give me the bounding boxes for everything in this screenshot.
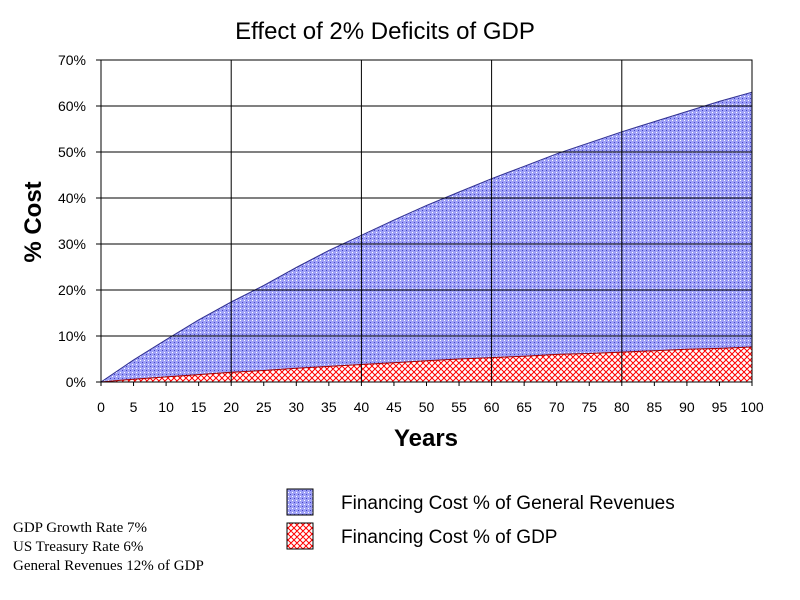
- x-tick-label: 45: [386, 399, 402, 415]
- y-tick-label: 60%: [58, 98, 86, 114]
- y-tick-label: 10%: [58, 328, 86, 344]
- legend: Financing Cost % of General Revenues Fin…: [286, 488, 675, 550]
- y-tick-label: 70%: [58, 52, 86, 68]
- area-gdp: [101, 347, 752, 382]
- plot-area: [100, 60, 753, 383]
- x-tick-label: 35: [321, 399, 337, 415]
- x-tick-label: 0: [97, 399, 105, 415]
- x-tick-label: 5: [130, 399, 138, 415]
- x-tick-label: 95: [712, 399, 728, 415]
- y-tick-label: 0%: [66, 374, 86, 390]
- area-general-revenues: [101, 92, 752, 382]
- x-tick-label: 50: [419, 399, 435, 415]
- x-tick-label: 90: [679, 399, 695, 415]
- x-tick-label: 75: [581, 399, 597, 415]
- legend-label-gdp: Financing Cost % of GDP: [341, 527, 557, 548]
- x-tick-label: 10: [158, 399, 174, 415]
- area-gdp-edge: [100, 346, 753, 383]
- x-tick-label: 30: [289, 399, 305, 415]
- gridlines: [96, 59, 753, 386]
- legend-swatch-gdp: [286, 522, 314, 550]
- y-tick-label: 40%: [58, 190, 86, 206]
- x-tick-label: 60: [484, 399, 500, 415]
- x-tick-label: 55: [451, 399, 467, 415]
- y-tick-label: 20%: [58, 282, 86, 298]
- note-treasury-rate: US Treasury Rate 6%: [13, 539, 144, 555]
- note-general-revenues: General Revenues 12% of GDP: [13, 558, 204, 574]
- y-tick-label: 50%: [58, 144, 86, 160]
- x-tick-label: 85: [647, 399, 663, 415]
- x-tick-label: 65: [516, 399, 532, 415]
- x-tick-label: 40: [354, 399, 370, 415]
- x-tick-label: 100: [740, 399, 764, 415]
- x-tick-label: 20: [223, 399, 239, 415]
- legend-label-general-revenues: Financing Cost % of General Revenues: [341, 493, 675, 514]
- legend-swatch-general-revenues: [286, 488, 314, 516]
- x-axis-ticks: 0 5 10 15 20 25 30 35 40 45 50 55 60 65 70 75 80 85 90 95 10…: [97, 399, 764, 415]
- y-axis-title: % Cost: [20, 181, 47, 262]
- y-axis-ticks: 0% 10% 20% 30% 40% 50% 60% 70%: [58, 52, 86, 390]
- x-tick-label: 15: [191, 399, 207, 415]
- y-tick-label: 30%: [58, 236, 86, 252]
- x-tick-label: 70: [549, 399, 565, 415]
- chart-title: Effect of 2% Deficits of GDP: [235, 18, 535, 45]
- area-general-revenues-edge: [100, 91, 753, 383]
- x-tick-label: 25: [256, 399, 272, 415]
- note-gdp-growth-rate: GDP Growth Rate 7%: [13, 520, 148, 536]
- x-axis-title: Years: [394, 425, 458, 452]
- x-tick-label: 80: [614, 399, 630, 415]
